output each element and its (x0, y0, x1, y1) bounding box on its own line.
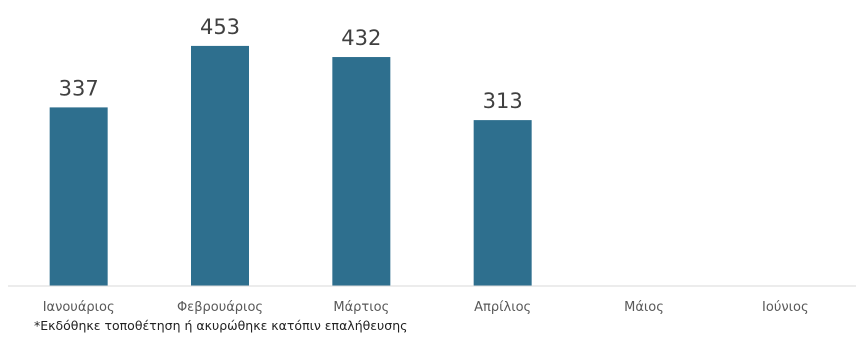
bar (49, 107, 108, 286)
footnote: *Εκδόθηκε τοποθέτηση ή ακυρώθηκε κατόπιν… (34, 318, 408, 333)
x-tick-label: Μάιος (624, 300, 664, 315)
data-label: 313 (483, 89, 523, 113)
bar (473, 120, 532, 286)
data-labels-group: 337 453 432 313 (59, 15, 523, 113)
bars-group (49, 45, 532, 286)
x-tick-labels-group: Ιανουάριος Φεβρουάριος Μάρτιος Απρίλιος Μάιο… (43, 300, 809, 315)
x-tick-label: Μάρτιος (333, 300, 389, 315)
x-tick-label: Ιούνιος (762, 300, 809, 315)
data-label: 453 (200, 15, 240, 39)
x-tick-label: Φεβρουάριος (177, 300, 263, 315)
bar (332, 57, 391, 286)
data-label: 337 (59, 76, 99, 100)
data-label: 432 (341, 26, 381, 50)
x-tick-label: Απρίλιος (474, 300, 531, 315)
x-tick-label: Ιανουάριος (43, 300, 115, 315)
bar (191, 45, 249, 286)
